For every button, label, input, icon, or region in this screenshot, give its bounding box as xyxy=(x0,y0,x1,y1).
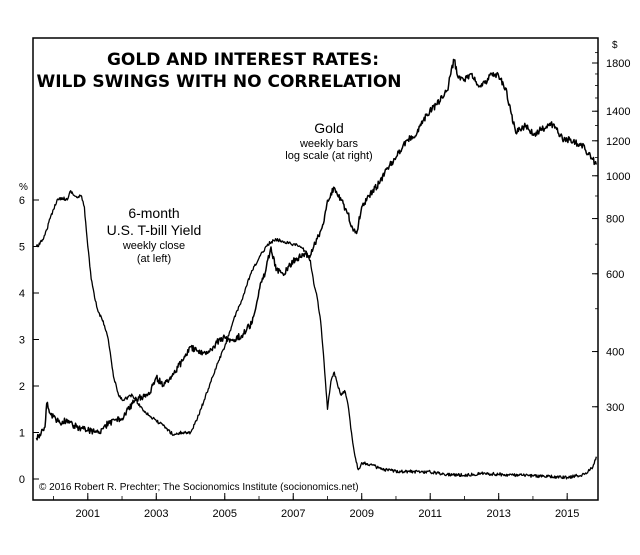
axis-ticks-layer: 0 1 2 3 4 5 6 300 400 600 800 1000 1200 1400 1800 2001 2… xyxy=(19,52,630,520)
x-axis-tick-label: 2009 xyxy=(349,508,373,520)
left-axis-tick-label: 3 xyxy=(19,335,25,347)
tbill-annotation-note-2: (at left) xyxy=(137,253,171,265)
right-axis-tick-label: 300 xyxy=(606,402,624,414)
x-axis-tick-label: 2001 xyxy=(76,508,100,520)
x-axis-tick-label: 2007 xyxy=(281,508,305,520)
gold-annotation-title: Gold xyxy=(314,120,344,136)
right-axis-unit: $ xyxy=(612,40,618,51)
x-axis-tick-label: 2013 xyxy=(486,508,510,520)
tbill-annotation-note-1: weekly close xyxy=(122,240,185,252)
left-axis-tick-label: 0 xyxy=(19,474,25,486)
left-axis-tick-label: 4 xyxy=(19,288,25,300)
right-axis-tick-label: 800 xyxy=(606,214,624,226)
copyright-credit: © 2016 Robert R. Prechter; The Socionomi… xyxy=(39,482,359,493)
left-axis-tick-label: 6 xyxy=(19,195,25,207)
chart-title-line-2: WILD SWINGS WITH NO CORRELATION xyxy=(36,72,401,92)
tbill-annotation-subtitle: U.S. T-bill Yield xyxy=(107,222,202,238)
left-axis-tick-label: 5 xyxy=(19,242,25,254)
right-axis-tick-label: 400 xyxy=(606,347,624,359)
tbill-annotation-title: 6-month xyxy=(128,205,179,221)
right-axis-tick-label: 1400 xyxy=(606,106,630,118)
series-layer xyxy=(35,58,598,480)
x-axis-tick-label: 2005 xyxy=(213,508,237,520)
gold-price-line xyxy=(35,58,598,441)
right-axis-tick-label: 1200 xyxy=(606,136,630,148)
right-axis-tick-label: 1800 xyxy=(606,58,630,70)
plot-frame xyxy=(32,37,599,501)
gold-annotation-note-2: log scale (at right) xyxy=(285,150,372,162)
left-axis-tick-label: 1 xyxy=(19,428,25,440)
x-axis-tick-label: 2015 xyxy=(555,508,579,520)
x-axis-tick-label: 2003 xyxy=(144,508,168,520)
gold-annotation-note-1: weekly bars xyxy=(299,138,359,150)
left-axis-unit: % xyxy=(19,182,28,193)
x-axis-tick-label: 2011 xyxy=(418,508,442,520)
right-axis-tick-label: 1000 xyxy=(606,171,630,183)
right-axis-tick-label: 600 xyxy=(606,269,624,281)
chart-title-line-1: GOLD AND INTEREST RATES: xyxy=(107,50,379,70)
tbill-yield-line xyxy=(35,190,597,480)
left-axis-tick-label: 2 xyxy=(19,381,25,393)
